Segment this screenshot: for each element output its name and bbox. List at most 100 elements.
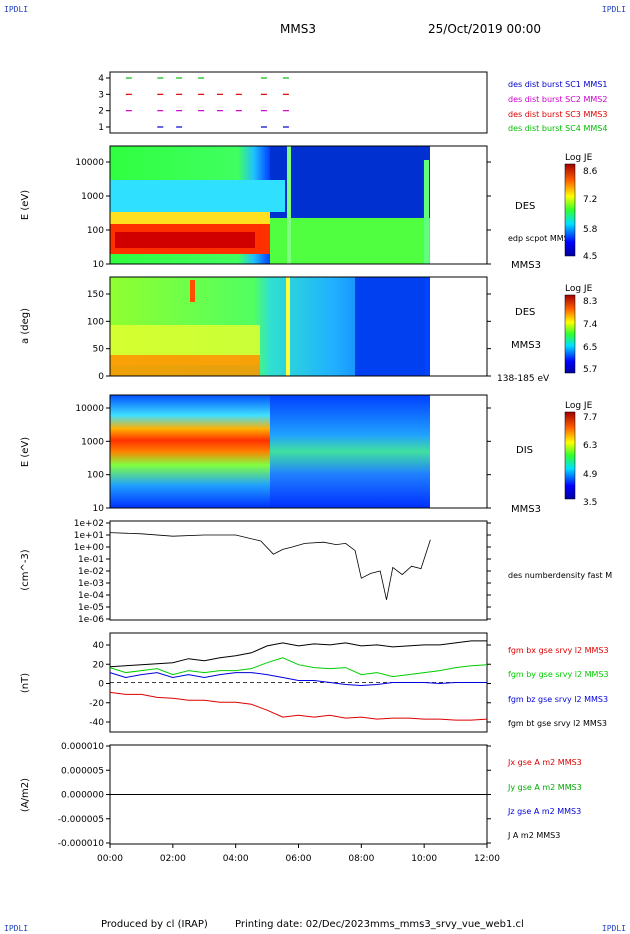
spectrogram-des-high-energy <box>270 146 430 218</box>
current-ylabel: (A/m2) <box>20 778 31 812</box>
spectrogram-dis-main <box>110 395 270 508</box>
y-tick-label: 10 <box>93 260 105 270</box>
y-tick-label: 0 <box>98 372 104 382</box>
des-energy-instrument-label: DES <box>515 201 535 212</box>
burst-marks <box>125 77 289 128</box>
panel-des-energy: 10 100 1000 10000 E (eV) DES edp scpot MMS3… <box>20 145 598 271</box>
footer-produced-by: Produced by cl (IRAP) <box>101 919 208 930</box>
corner-label-top-right: IPDLI <box>601 5 626 14</box>
footer-filename: mms_mms3_srvy_vue_web1.cl <box>370 919 524 930</box>
legend-entry-sc1: des dist burst SC1 MMS1 <box>508 80 607 89</box>
dis-energy-ylabel: E (eV) <box>20 437 31 467</box>
density-legend-entry: des numberdensity fast M <box>508 571 612 580</box>
y-tick-label: 4 <box>98 74 104 84</box>
y-tick-label: 100 <box>87 317 104 327</box>
x-tick-label: 02:00 <box>160 854 186 864</box>
legend-entry-sc4: des dist burst SC4 MMS4 <box>508 124 607 133</box>
panel-burst-indicators: 1 2 3 4 des dist burst SC1 MMS1 des dist bu… <box>98 71 607 134</box>
y-tick-label: 1e-04 <box>78 591 104 601</box>
y-tick-label: 1e+00 <box>74 543 105 553</box>
current-legend-jx: Jx gse A m2 MMS3 <box>507 758 582 767</box>
density-y-ticks: 1e+02 1e+01 1e+00 1e-01 1e-02 1e-03 1e-04 1e-05… <box>74 519 491 625</box>
colorbar-dis-energy-tick: 6.3 <box>583 441 597 451</box>
colorbar-pitch-angle-tick: 7.4 <box>583 320 598 330</box>
burst-y-ticks: 1 2 3 4 <box>98 74 110 133</box>
colorbar-des-energy-title: Log JE <box>565 153 593 163</box>
y-tick-label: 100 <box>87 226 104 236</box>
y-tick-label: 10000 <box>75 158 104 168</box>
x-tick-label: 08:00 <box>348 854 374 864</box>
spectrogram-des-yellow-band <box>110 212 270 224</box>
y-tick-label: 3 <box>98 90 104 100</box>
x-tick-label: 00:00 <box>97 854 123 864</box>
pitch-angle-spacecraft-label: MMS3 <box>511 340 541 351</box>
des-energy-spacecraft-label: MMS3 <box>511 260 541 271</box>
spectrogram-pa-yellow-spike <box>286 277 290 376</box>
pitch-angle-y-ticks: 0 50 100 150 <box>87 290 491 382</box>
current-legend-jy: Jy gse A m2 MMS3 <box>507 783 582 792</box>
y-tick-label: 1e-03 <box>78 579 104 589</box>
panel-dis-energy: 10 100 1000 10000 E (eV) DIS MMS3 Log JE 7.… <box>20 394 598 515</box>
y-tick-label: 100 <box>87 471 104 481</box>
y-tick-label: 1e-06 <box>78 615 104 625</box>
y-tick-label: 1e-02 <box>78 567 104 577</box>
colorbar-des-energy-tick: 5.8 <box>583 225 598 235</box>
current-y-ticks: 0.000010 0.000005 0.000000 -0.000005 -0.0000… <box>58 742 491 849</box>
colorbar-dis-energy-tick: 3.5 <box>583 498 597 508</box>
corner-label-top-left: IPDLI <box>4 5 29 14</box>
x-tick-label: 12:00 <box>474 854 500 864</box>
y-tick-label: 1 <box>98 123 104 133</box>
y-tick-label: 1e-01 <box>78 555 104 565</box>
bfield-legend-by: fgm by gse srvy l2 MMS3 <box>508 670 609 679</box>
spectrogram-des-darkred-core <box>115 232 255 248</box>
bfield-legend-bx: fgm bx gse srvy l2 MMS3 <box>508 646 609 655</box>
panel-des-pitch-angle: 0 50 100 150 a (deg) DES MMS3 138-185 eV Lo… <box>20 276 598 384</box>
footer-printing-date: Printing date: 02/Dec/2023 <box>235 919 371 930</box>
spectrogram-dis-nodata <box>430 395 487 508</box>
panel-density: 1e+02 1e+01 1e+00 1e-01 1e-02 1e-03 1e-04 1e-05… <box>20 519 612 625</box>
y-tick-label: -0.000010 <box>58 839 104 849</box>
y-tick-label: 0 <box>98 680 104 690</box>
colorbar-pitch-angle-tick: 6.5 <box>583 343 597 353</box>
spectrogram-des-spike-2 <box>424 160 429 264</box>
burst-legend: des dist burst SC1 MMS1 des dist burst S… <box>508 80 607 133</box>
y-tick-label: 150 <box>87 290 104 300</box>
legend-entry-sc2: des dist burst SC2 MMS2 <box>508 95 607 104</box>
current-legend-j: J A m2 MMS3 <box>507 831 560 840</box>
x-tick-label: 10:00 <box>411 854 437 864</box>
bfield-line-bt <box>109 640 487 668</box>
spectrogram-pa-blue-region <box>355 277 425 376</box>
bfield-y-ticks: 40 20 0 -20 -40 <box>89 641 491 728</box>
y-tick-label: 1000 <box>81 192 104 202</box>
panel-frame <box>109 145 488 265</box>
spectrogram-des-nodata <box>430 146 487 264</box>
y-tick-label: 0.000005 <box>61 766 104 776</box>
density-ylabel: (cm^-3) <box>20 549 31 590</box>
panel-frame <box>109 394 488 509</box>
x-tick-label: 06:00 <box>286 854 312 864</box>
panel-frame <box>109 520 488 621</box>
spectrogram-pa-nodata <box>430 277 487 376</box>
colorbar-dis-energy-tick: 7.7 <box>583 413 597 423</box>
dis-energy-instrument-label: DIS <box>516 445 533 456</box>
corner-label-bottom-right: IPDLI <box>601 924 626 933</box>
bfield-legend-bt: fgm bt gse srvy l2 MMS3 <box>508 719 607 728</box>
des-energy-ylabel: E (eV) <box>20 190 31 220</box>
spectrogram-pa-red-spike <box>190 280 195 302</box>
bfield-series <box>109 640 488 721</box>
spectrogram-des-spike-1 <box>287 146 291 264</box>
panel-frame <box>109 276 488 377</box>
y-tick-label: 1000 <box>81 437 104 447</box>
pitch-angle-instrument-label: DES <box>515 307 535 318</box>
y-tick-label: 2 <box>98 107 104 117</box>
pitch-angle-energy-band: 138-185 eV <box>497 374 550 384</box>
spacecraft-title: MMS3 <box>280 22 316 36</box>
y-tick-label: 0.000010 <box>61 742 104 752</box>
bfield-line-bx <box>109 691 488 721</box>
spectrogram-pa-orange-bottom <box>110 355 260 376</box>
panel-magnetic-field: 40 20 0 -20 -40 (nT) fgm bx gse srvy l2 MMS3… <box>20 632 609 733</box>
colorbar-dis-energy-tick: 4.9 <box>583 470 598 480</box>
dis-energy-y-ticks: 10 100 1000 10000 <box>75 404 491 514</box>
des-energy-y-ticks: 10 100 1000 10000 <box>75 158 491 270</box>
